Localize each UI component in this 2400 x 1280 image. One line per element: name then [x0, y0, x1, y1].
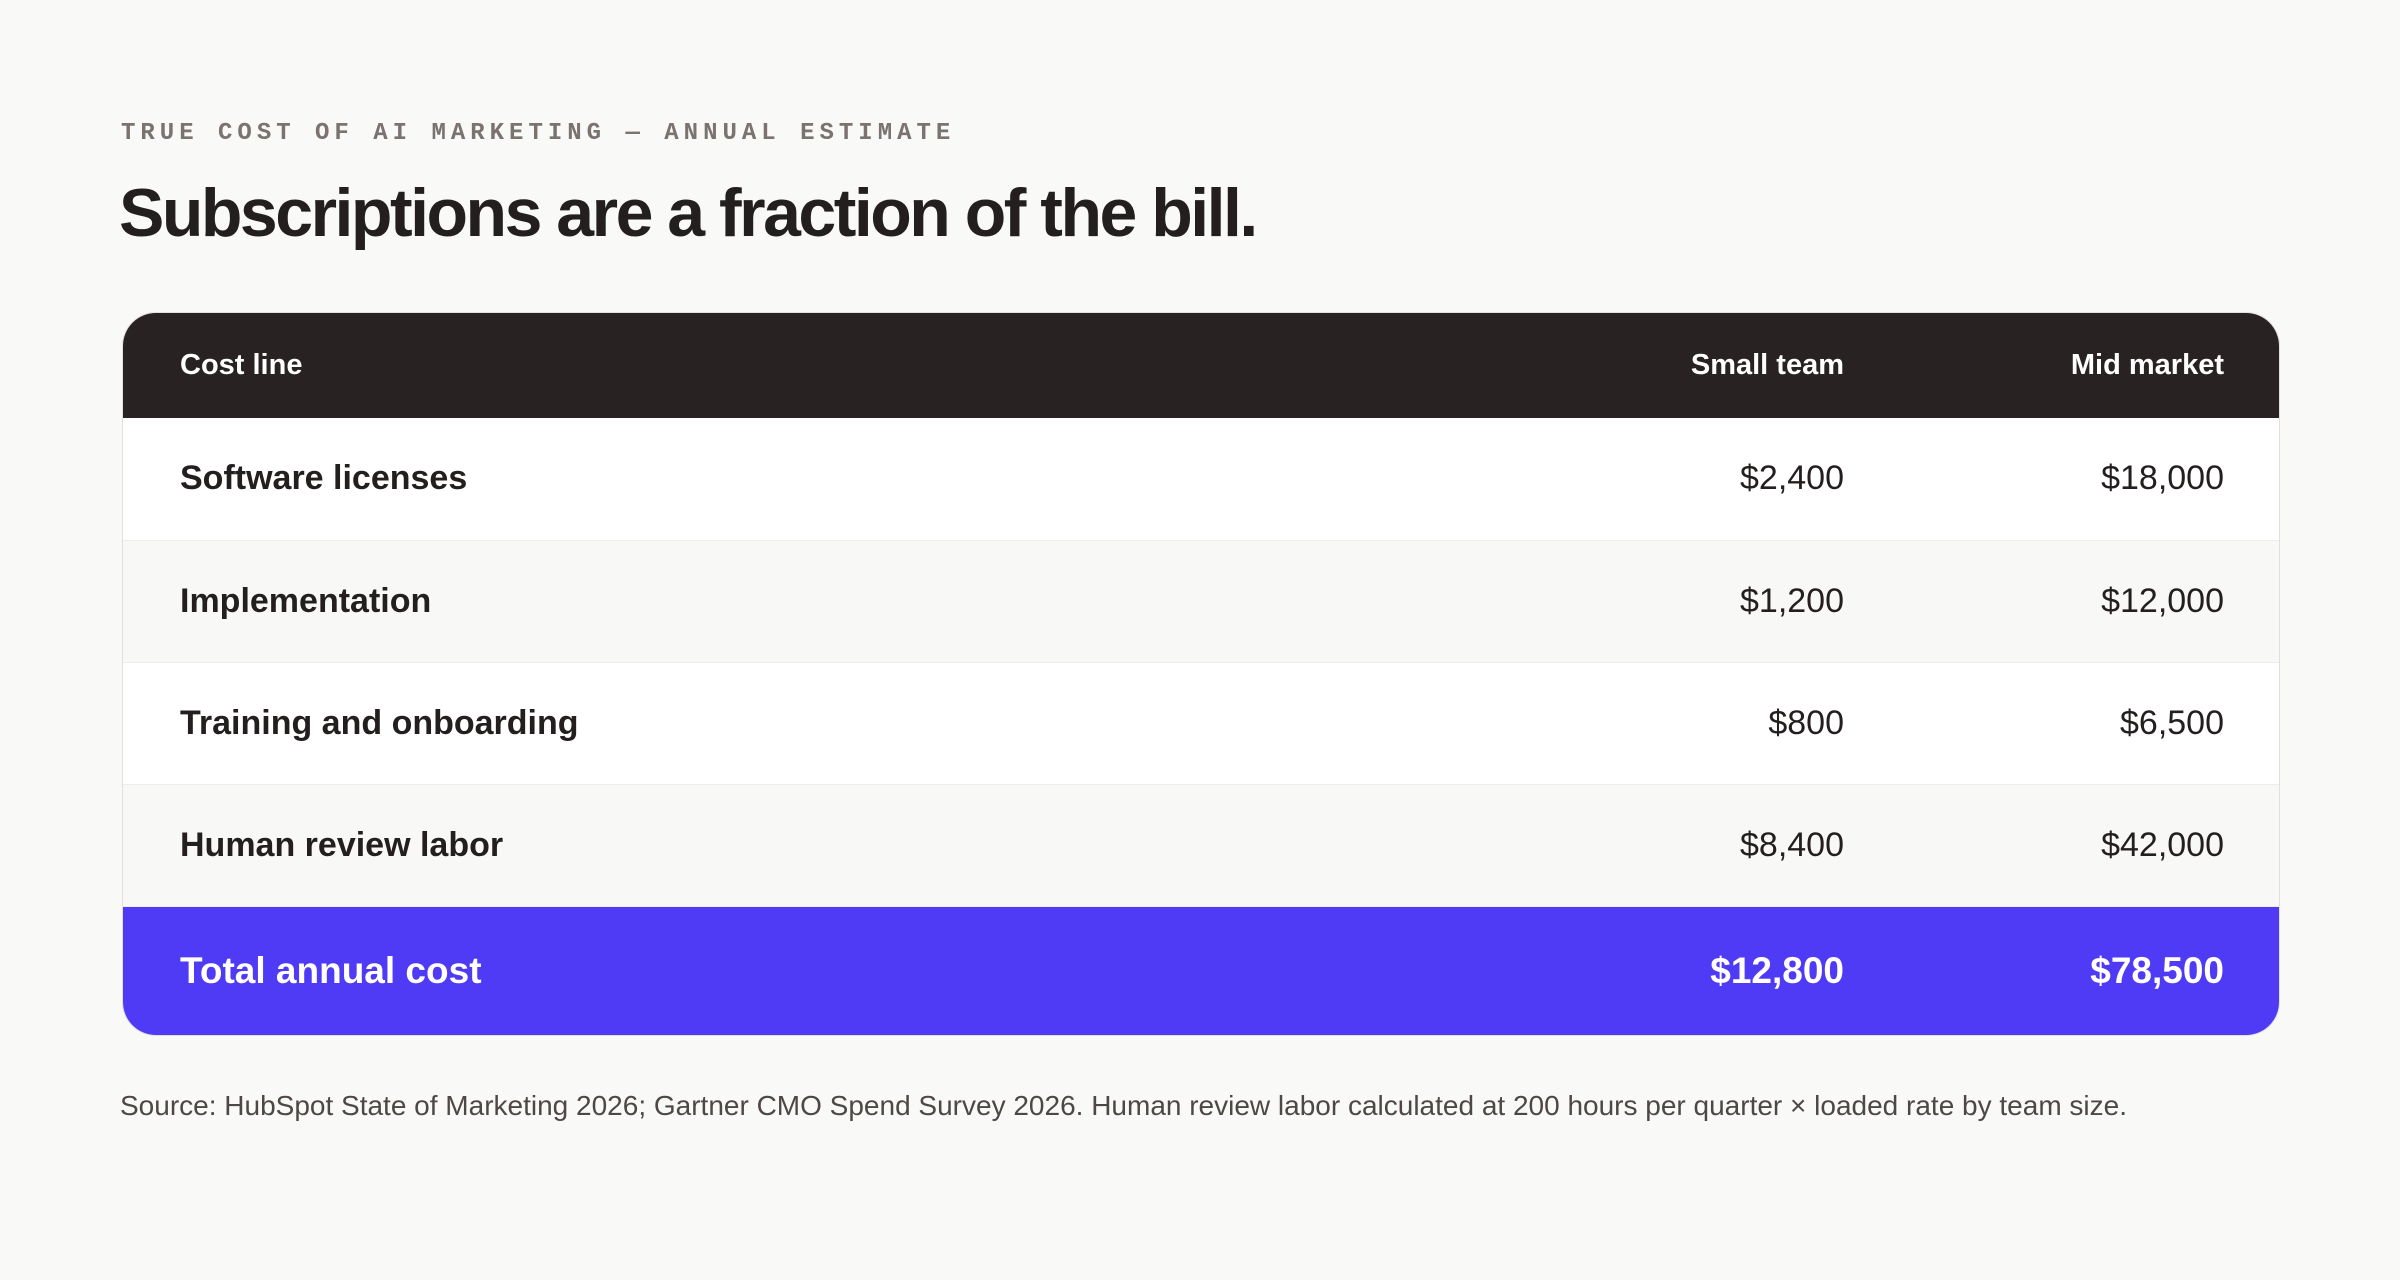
cost-cell: $18,000 [2101, 459, 2224, 498]
total-cell: $12,800 [1710, 949, 1844, 991]
cost-cell: $6,500 [2120, 703, 2224, 742]
eyebrow: TRUE COST OF AI MARKETING — ANNUAL ESTIM… [121, 120, 956, 147]
row-label: Human review labor [180, 825, 504, 864]
column-header: Mid market [2070, 349, 2224, 381]
source-note: Source: HubSpot State of Marketing 2026;… [120, 1090, 2127, 1121]
cost-cell: $42,000 [2101, 825, 2224, 864]
cost-cell: $2,400 [1740, 459, 1844, 498]
cost-cell: $8,400 [1740, 825, 1844, 864]
row-label: Software licenses [180, 459, 468, 498]
table-row: Implementation$1,200$12,000$75,000 [123, 540, 2279, 662]
cost-cell: $1,200 [1740, 581, 1844, 620]
total-label: Total annual cost [180, 949, 482, 991]
cost-cell: $12,000 [2101, 581, 2224, 620]
headline: Subscriptions are a fraction of the bill… [119, 175, 1258, 251]
table-row: Software licenses$2,400$18,000$96,000 [123, 418, 2279, 540]
table-row: Human review labor$8,400$42,000$180,000 [123, 784, 2279, 906]
cost-cell: $800 [1768, 703, 1844, 742]
table-row: Training and onboarding$800$6,500$32,000 [123, 662, 2279, 784]
total-row: Total annual cost$12,800$78,500$383,000 [123, 906, 2279, 1035]
column-header: Cost line [180, 349, 303, 381]
row-label: Training and onboarding [180, 703, 579, 742]
total-cell: $78,500 [2090, 949, 2224, 991]
row-label: Implementation [180, 581, 432, 620]
column-header: Small team [1690, 349, 1844, 381]
